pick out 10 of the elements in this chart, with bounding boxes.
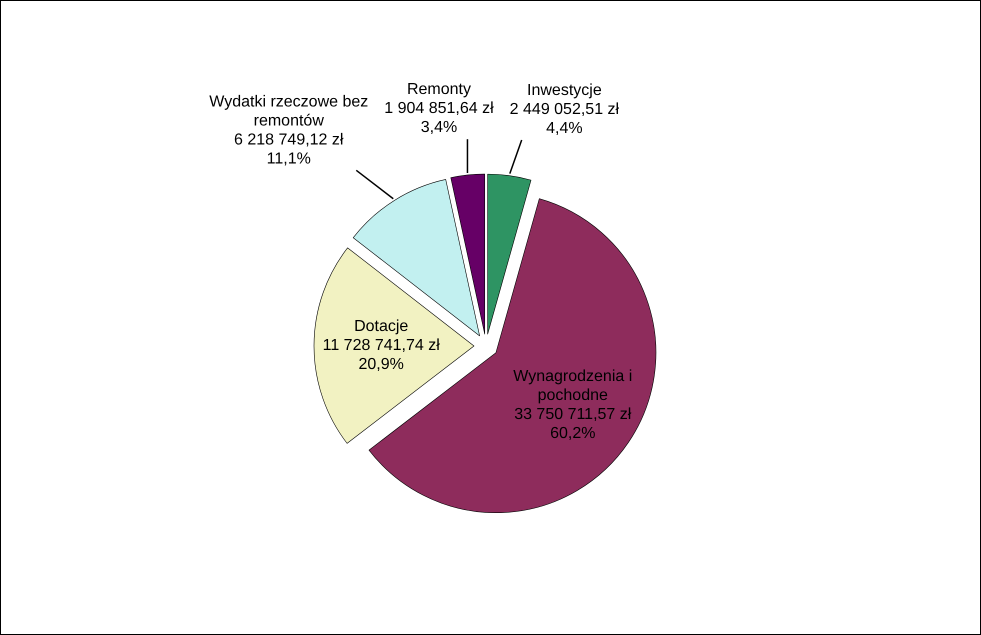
slice-label: Wydatki rzeczowe bez remontów	[209, 93, 368, 130]
slice-label: Remonty	[406, 81, 471, 98]
slice-label: Dotacje	[354, 318, 408, 336]
data-label: 2 449 052,51 zł 4,4%	[510, 100, 620, 137]
data-label: 6 218 749,12 zł 11,1%	[234, 131, 344, 168]
slice-label: Wynagrodzenia i pochodne	[513, 368, 632, 404]
data-label: 33 750 711,57 zł 60,2%	[514, 406, 632, 442]
slice-label: Inwestycje	[527, 82, 602, 99]
data-label: 1 904 851,64 zł 3,4%	[384, 100, 494, 136]
data-label: 11 728 741,74 zł 20,9%	[322, 337, 440, 374]
